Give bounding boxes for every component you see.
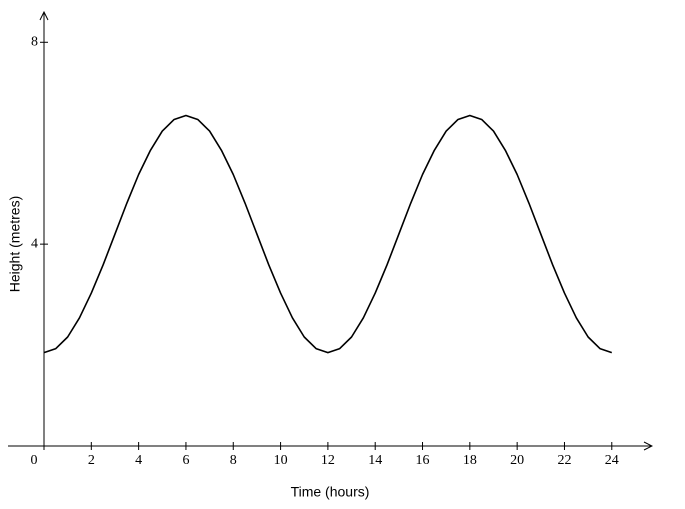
y-tick-label: 4	[31, 236, 38, 251]
x-tick-label: 8	[230, 453, 237, 468]
x-tick-label: 0	[31, 453, 38, 468]
x-tick-label: 4	[135, 453, 142, 468]
x-tick-label: 10	[274, 453, 288, 468]
x-tick-label: 12	[321, 453, 335, 468]
x-tick-label: 24	[605, 453, 619, 468]
data-line	[43, 114, 613, 354]
x-tick-label: 18	[463, 453, 477, 468]
x-tick-label: 20	[510, 453, 524, 468]
y-axis-label: Height (metres)	[7, 196, 23, 292]
x-tick-label: 22	[557, 453, 571, 468]
x-tick-label: 16	[416, 453, 430, 468]
y-tick-label: 8	[31, 34, 38, 49]
x-axis-label: Time (hours)	[291, 484, 370, 500]
x-tick-label: 6	[182, 453, 189, 468]
x-tick-label: 2	[88, 453, 95, 468]
x-tick-label: 14	[368, 453, 382, 468]
